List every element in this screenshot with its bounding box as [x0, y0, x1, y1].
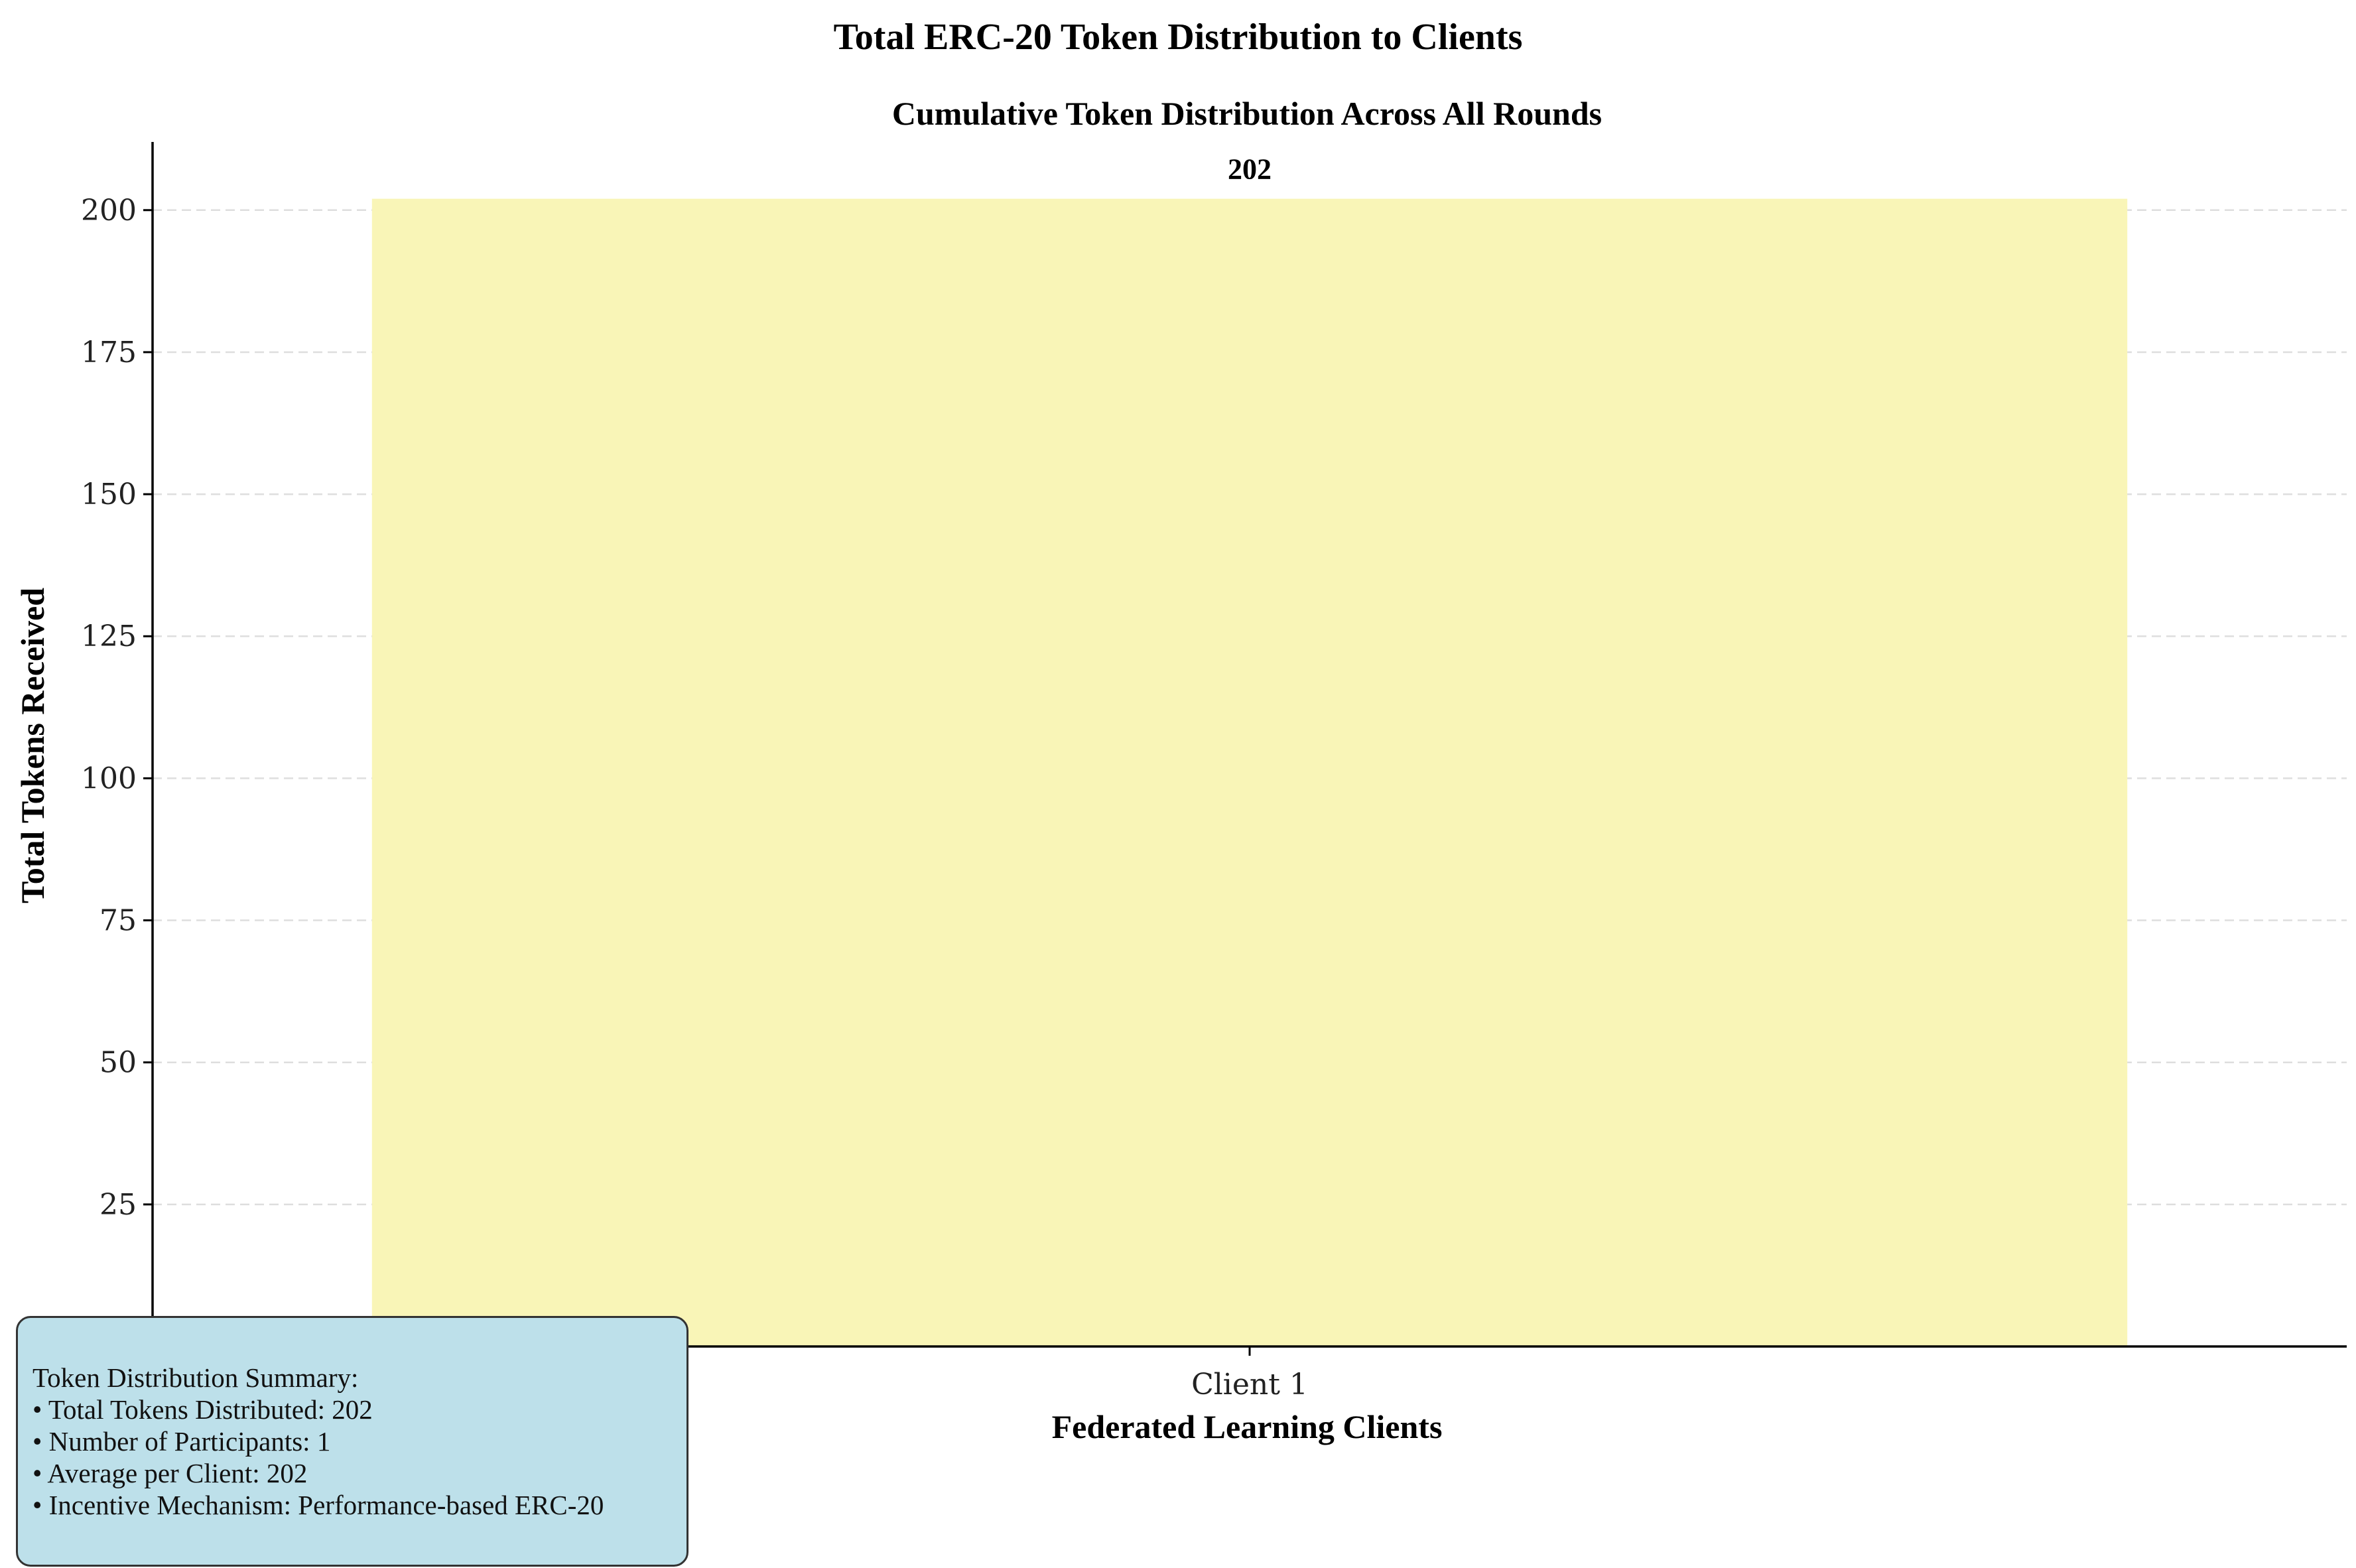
summary-participants: • Number of Participants: 1	[33, 1426, 331, 1457]
y-tick-label-1: 25	[99, 1188, 137, 1222]
summary-total-tokens: • Total Tokens Distributed: 202	[33, 1394, 373, 1425]
x-axis-label: Federated Learning Clients	[1052, 1408, 1443, 1445]
summary-heading: Token Distribution Summary:	[33, 1362, 359, 1393]
bar-0	[371, 198, 2128, 1346]
y-tick-label-3: 75	[99, 904, 137, 938]
y-tick-label-7: 175	[81, 336, 137, 369]
bar-value-label-0: 202	[1228, 153, 1272, 186]
x-tick-label-0: Client 1	[1191, 1368, 1308, 1402]
y-axis-ticks: 0255075100125150175200	[81, 194, 153, 1364]
y-tick-label-4: 100	[81, 761, 137, 795]
summary-mechanism: • Incentive Mechanism: Performance-based…	[33, 1490, 604, 1520]
summary-average: • Average per Client: 202	[33, 1458, 308, 1488]
y-tick-label-6: 150	[81, 478, 137, 511]
figure-title: Total ERC-20 Token Distribution to Clien…	[834, 17, 1523, 58]
y-axis-label: Total Tokens Received	[14, 588, 51, 903]
x-axis-ticks: Client 1	[1191, 1346, 1308, 1402]
bars: 202	[371, 153, 2128, 1346]
y-tick-label-8: 200	[81, 194, 137, 228]
chart-title: Cumulative Token Distribution Across All…	[892, 95, 1602, 132]
y-tick-label-2: 50	[99, 1046, 137, 1080]
summary-box: Token Distribution Summary: • Total Toke…	[16, 1316, 688, 1567]
y-tick-label-5: 125	[81, 620, 137, 653]
